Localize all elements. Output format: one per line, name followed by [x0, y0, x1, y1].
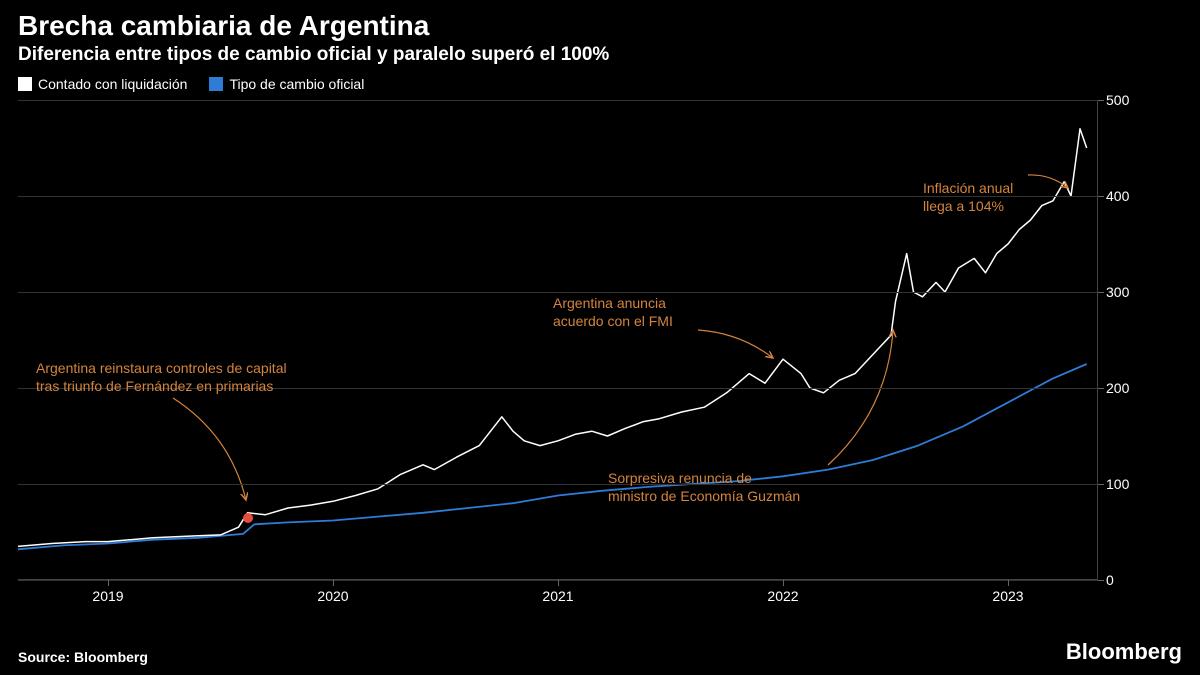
brand-label: Bloomberg [1066, 639, 1182, 665]
legend: Contado con liquidación Tipo de cambio o… [0, 70, 1200, 92]
source-label: Source: Bloomberg [18, 649, 148, 665]
x-tick-label: 2023 [992, 588, 1023, 604]
annotation-text: Inflación anualllega a 104% [923, 180, 1013, 215]
legend-swatch-1 [209, 77, 223, 91]
event-marker [243, 513, 253, 523]
chart-lines [18, 100, 1098, 580]
x-tick-label: 2021 [542, 588, 573, 604]
y-tick-label: 0 [1106, 572, 1146, 588]
gridline [18, 484, 1098, 485]
legend-label-1: Tipo de cambio oficial [229, 76, 364, 92]
legend-item-0: Contado con liquidación [18, 76, 187, 92]
annotation-text: Sorpresiva renuncia deministro de Econom… [608, 470, 800, 505]
x-tick-mark [108, 580, 109, 586]
legend-item-1: Tipo de cambio oficial [209, 76, 364, 92]
y-tick-mark [1098, 292, 1104, 293]
x-tick-label: 2022 [767, 588, 798, 604]
y-tick-mark [1098, 196, 1104, 197]
plot-area: Argentina reinstaura controles de capita… [18, 100, 1098, 580]
y-tick-mark [1098, 580, 1104, 581]
legend-label-0: Contado con liquidación [38, 76, 187, 92]
y-tick-label: 200 [1106, 380, 1146, 396]
y-tick-label: 500 [1106, 92, 1146, 108]
legend-swatch-0 [18, 77, 32, 91]
y-tick-mark [1098, 484, 1104, 485]
y-tick-mark [1098, 100, 1104, 101]
gridline [18, 100, 1098, 101]
y-tick-label: 100 [1106, 476, 1146, 492]
x-tick-label: 2019 [92, 588, 123, 604]
x-tick-mark [783, 580, 784, 586]
x-tick-label: 2020 [317, 588, 348, 604]
x-tick-mark [558, 580, 559, 586]
y-tick-label: 300 [1106, 284, 1146, 300]
x-tick-mark [1008, 580, 1009, 586]
y-tick-label: 400 [1106, 188, 1146, 204]
gridline [18, 292, 1098, 293]
chart-subtitle: Diferencia entre tipos de cambio oficial… [18, 44, 1182, 66]
chart-area: Argentina reinstaura controles de capita… [18, 100, 1182, 620]
x-tick-mark [333, 580, 334, 586]
chart-title: Brecha cambiaria de Argentina [18, 10, 1182, 42]
annotation-text: Argentina anunciaacuerdo con el FMI [553, 295, 673, 330]
annotation-text: Argentina reinstaura controles de capita… [36, 360, 287, 395]
y-tick-mark [1098, 388, 1104, 389]
